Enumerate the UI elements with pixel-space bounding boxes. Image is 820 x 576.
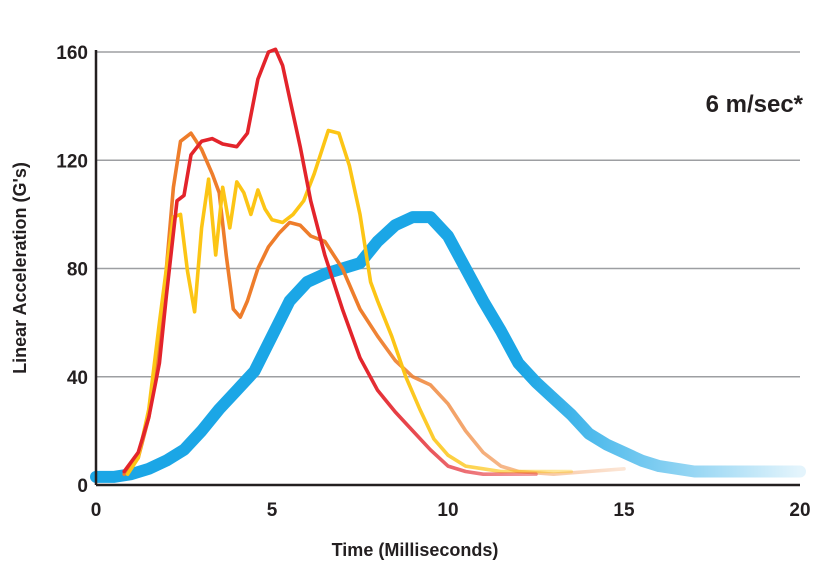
series-line-1 — [122, 131, 626, 476]
y-tick-label: 160 — [56, 43, 88, 64]
y-tick-label: 80 — [67, 260, 88, 281]
y-tick-label: 40 — [67, 368, 88, 389]
y-tick-label: 0 — [77, 476, 88, 497]
gridlines — [96, 51, 800, 378]
series-line-2 — [125, 128, 573, 476]
x-tick-label: 0 — [91, 500, 102, 521]
x-tick-label: 10 — [437, 500, 458, 521]
labels: 6 m/sec* Time (Milliseconds) Linear Acce… — [10, 91, 804, 560]
x-tick-label: 15 — [613, 500, 635, 521]
x-tick-label: 20 — [789, 500, 810, 521]
series-line-3 — [90, 211, 806, 483]
y-axis-title: Linear Acceleration (G's) — [10, 162, 30, 374]
speed-annotation: 6 m/sec* — [706, 91, 804, 118]
x-axis-title: Time (Milliseconds) — [332, 540, 499, 560]
y-tick-label: 120 — [56, 151, 88, 172]
series-layer — [90, 47, 806, 483]
axes: 0 40 80 120 160 0 5 10 15 20 — [56, 43, 810, 521]
x-tick-label: 5 — [267, 500, 278, 521]
series-line-0 — [122, 47, 538, 476]
